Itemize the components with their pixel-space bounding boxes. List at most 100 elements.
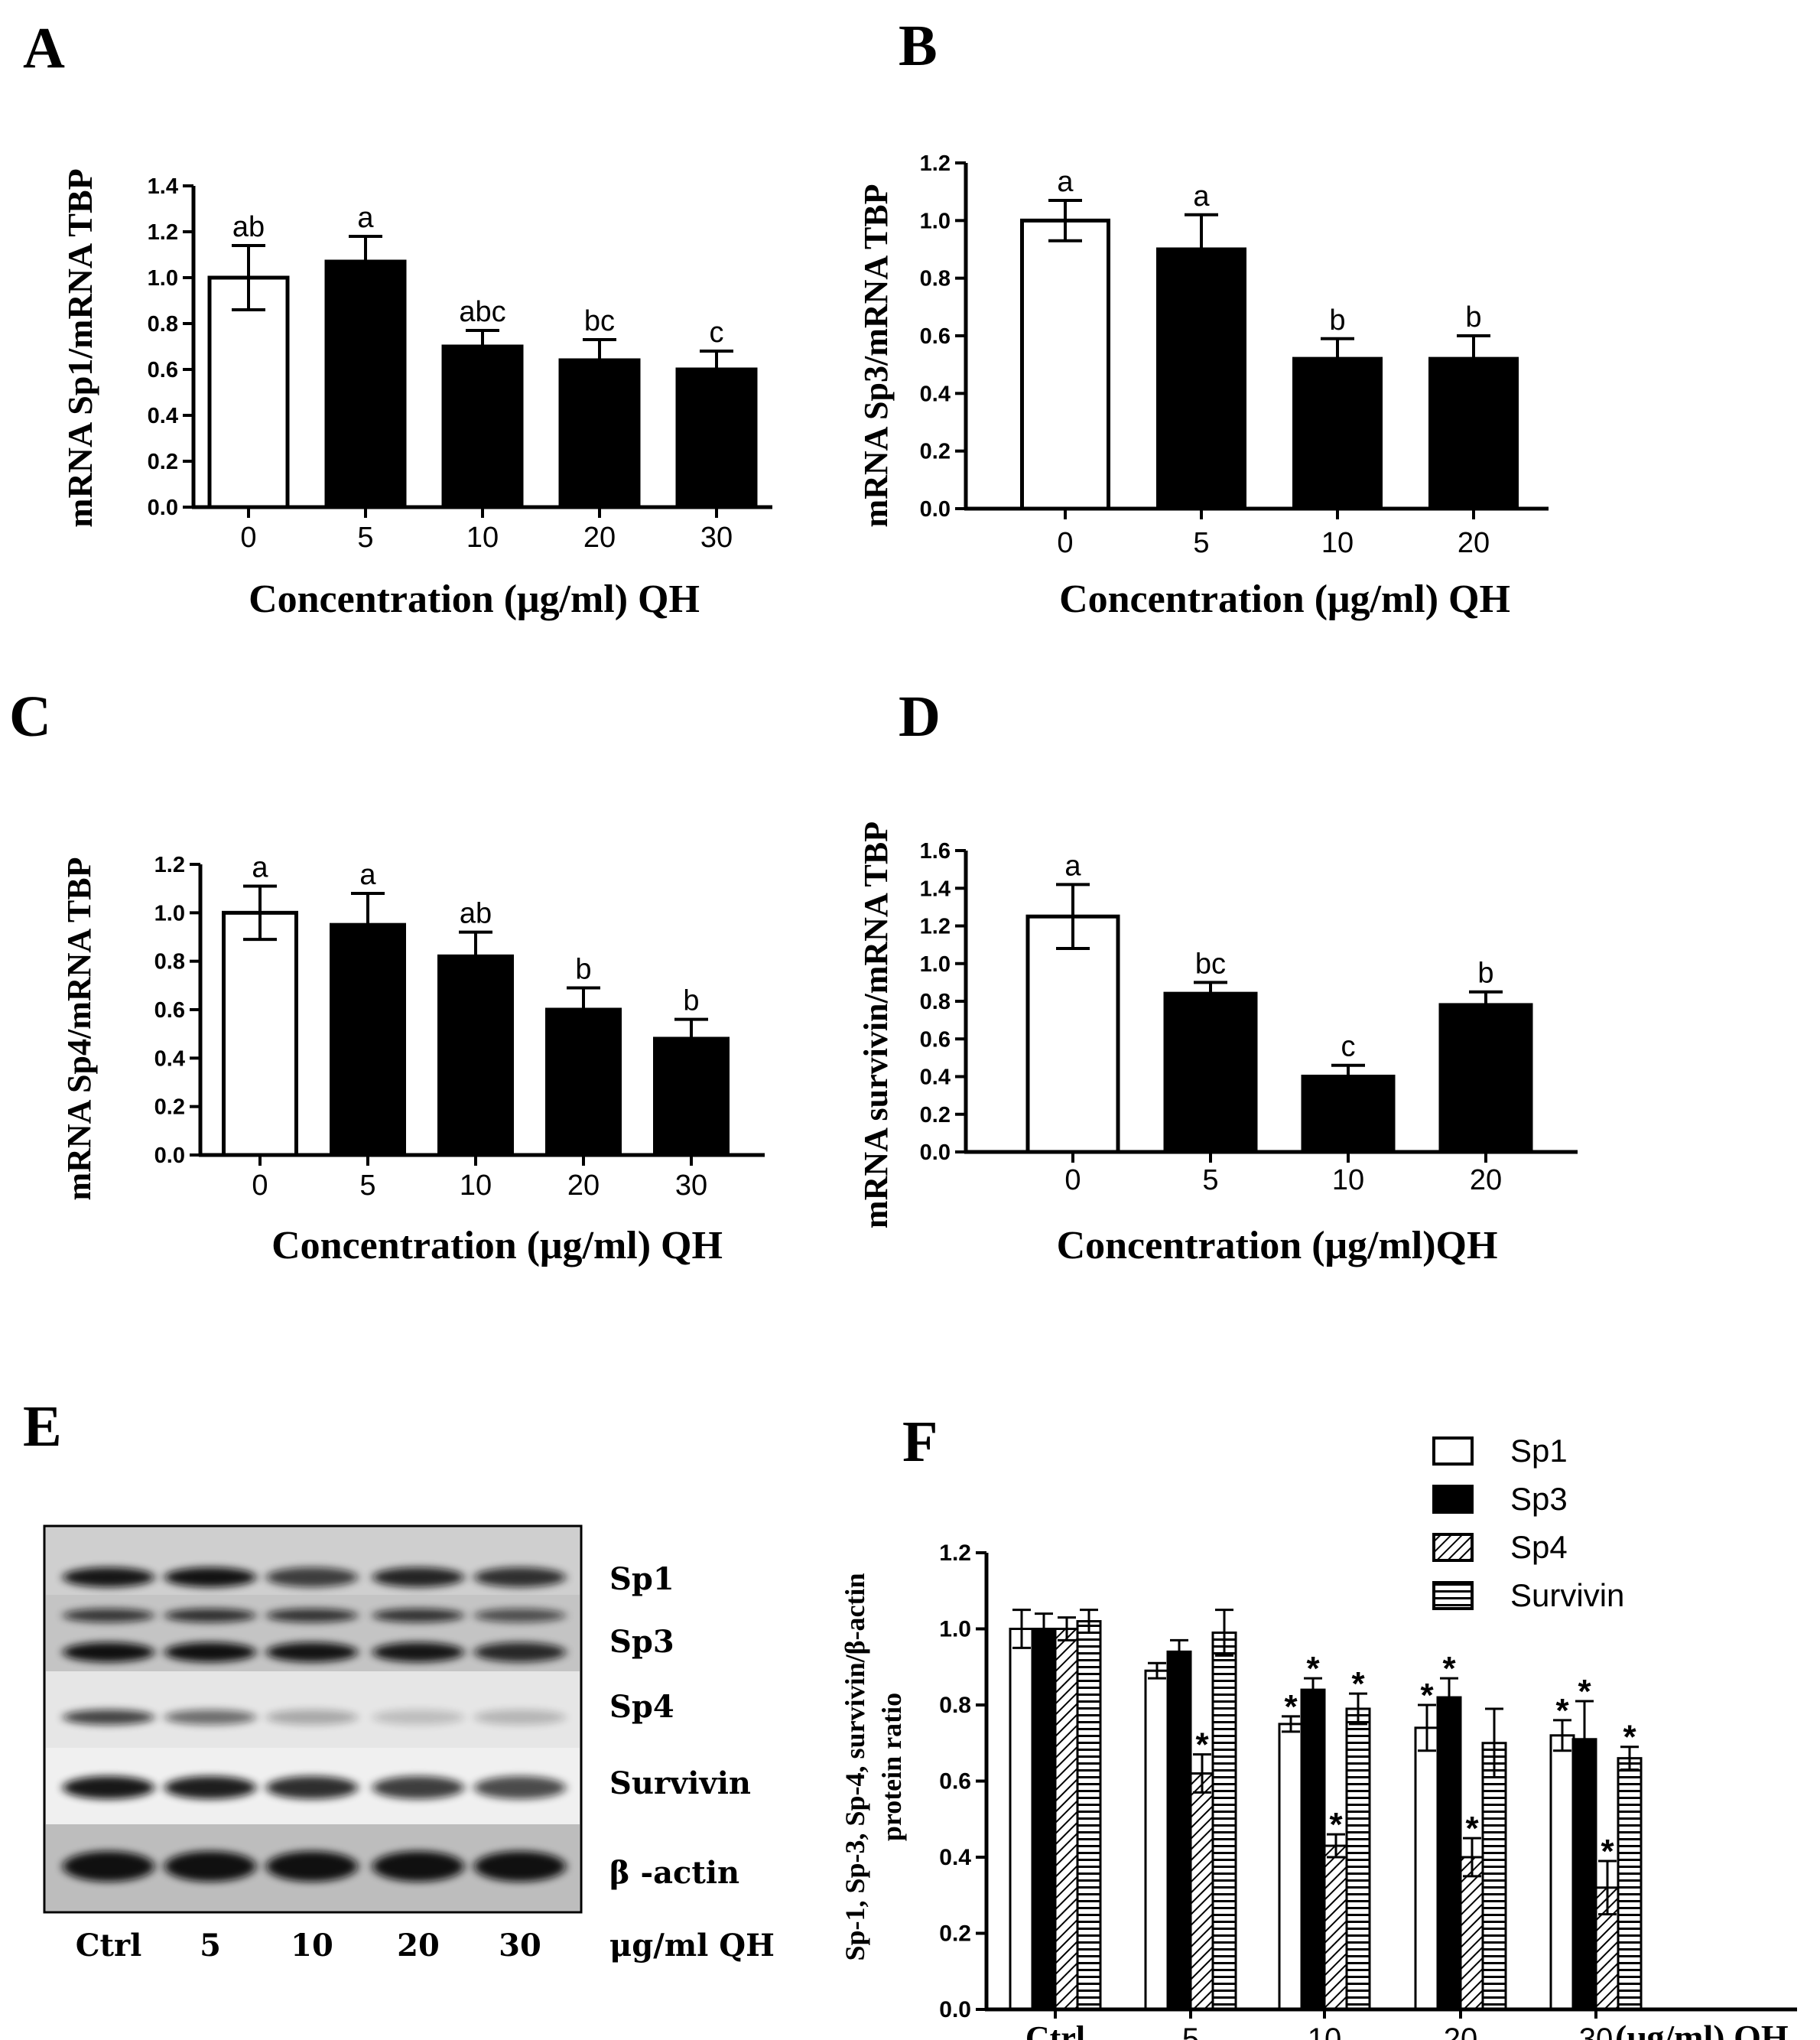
significance-star: * bbox=[1555, 1692, 1569, 1729]
band-sp4-lane-4 bbox=[372, 1710, 464, 1725]
significance-letter-10: abc bbox=[459, 296, 505, 328]
bar-sp3-5 bbox=[1166, 1650, 1192, 2011]
y-tick-label: 0.2 bbox=[939, 1921, 971, 1947]
bar-survivin-5 bbox=[1211, 1631, 1237, 2011]
band-sp1-lane-3 bbox=[266, 1567, 358, 1587]
legend-swatch-sp3 bbox=[1432, 1485, 1474, 1514]
blot-lane-5: 5 bbox=[200, 1928, 221, 1964]
band-sp3-lower-lane-5 bbox=[474, 1642, 566, 1662]
bar-5 bbox=[1156, 247, 1246, 511]
x-tick-label-0: 0 bbox=[1057, 527, 1073, 559]
y-tick-label: 0.6 bbox=[920, 1027, 951, 1052]
bar-0 bbox=[1025, 914, 1120, 1154]
band-survivin-lane-2 bbox=[164, 1776, 256, 1799]
panel-letter-e: E bbox=[23, 1394, 62, 1459]
bar-30 bbox=[653, 1036, 730, 1157]
legend: Sp1 Sp3 Sp4 Survivin bbox=[1432, 1433, 1624, 1613]
significance-letter-5: a bbox=[357, 202, 374, 234]
significance-letter-5: a bbox=[1193, 181, 1210, 213]
x-axis-title: Concentration (μg/ml) QH bbox=[1059, 578, 1510, 621]
blot-lane-30: 30 bbox=[499, 1928, 541, 1964]
y-tick-label: 1.2 bbox=[920, 915, 951, 939]
band-sp3-lower-lane-1 bbox=[63, 1642, 154, 1662]
bar-sp4-5 bbox=[1189, 1772, 1215, 2011]
blot-lane-10: 10 bbox=[291, 1928, 333, 1964]
legend-label-survivin: Survivin bbox=[1510, 1577, 1624, 1613]
significance-star: * bbox=[1578, 1673, 1591, 1710]
significance-letter-30: b bbox=[683, 985, 699, 1017]
bar-sp1-20 bbox=[1414, 1726, 1440, 2011]
legend-swatch-sp1 bbox=[1432, 1436, 1474, 1466]
y-axis-title: mRNA Sp4/mRNA TBP bbox=[60, 857, 98, 1200]
bar-0 bbox=[1020, 218, 1110, 511]
x-axis-unit-label: (μg/ml) QH bbox=[1615, 2018, 1789, 2040]
blot-label-sp3: Sp3 bbox=[609, 1624, 674, 1660]
bar-0 bbox=[207, 275, 290, 509]
bar-survivin-Ctrl bbox=[1076, 1620, 1102, 2011]
y-tick-label: 0.4 bbox=[920, 1066, 951, 1090]
blot-unit-label: μg/ml QH bbox=[609, 1928, 775, 1964]
x-tick-label-10: 10 bbox=[1308, 2022, 1342, 2040]
blot-label-sp4: Sp4 bbox=[609, 1689, 674, 1725]
significance-star: * bbox=[1420, 1677, 1434, 1714]
bar-10 bbox=[1301, 1075, 1396, 1154]
band-survivin-lane-4 bbox=[372, 1776, 464, 1799]
panel-letter-f: F bbox=[902, 1410, 938, 1474]
x-tick-label-Ctrl: Ctrl bbox=[1025, 2019, 1085, 2040]
panel-a-sp1-mrna-chart: ab 0 a 5 abc 10 bc 20 c 30 0.0 0.2 0.4 0.6 0.8 1.0 1.2 1.… bbox=[60, 168, 772, 621]
y-tick-label: 0.6 bbox=[148, 358, 178, 382]
significance-star: * bbox=[1442, 1650, 1456, 1687]
y-tick-label: 0.8 bbox=[154, 950, 185, 974]
legend-label-sp4: Sp4 bbox=[1510, 1529, 1568, 1565]
y-tick-label: 0.2 bbox=[148, 450, 178, 474]
y-tick-label: 1.0 bbox=[148, 266, 178, 291]
blot-label-actin: β -actin bbox=[609, 1855, 739, 1891]
band-sp3-upper-lane-4 bbox=[372, 1609, 464, 1622]
bar-sp1-5 bbox=[1144, 1669, 1170, 2011]
x-axis-title: Concentration (μg/ml)QH bbox=[1057, 1224, 1498, 1267]
x-tick-label-0: 0 bbox=[252, 1170, 268, 1202]
blot-lane-ctrl: Ctrl bbox=[76, 1928, 142, 1964]
blot-label-sp1: Sp1 bbox=[609, 1561, 674, 1597]
y-tick-label: 1.2 bbox=[939, 1541, 971, 1566]
y-tick-label: 0.8 bbox=[920, 267, 951, 291]
band-sp1-lane-1 bbox=[63, 1567, 154, 1587]
y-axis-title-line2: protein ratio bbox=[876, 1693, 907, 1841]
y-tick-label: 1.0 bbox=[154, 901, 185, 926]
band-sp4-lane-3 bbox=[266, 1710, 358, 1725]
y-tick-label: 0.4 bbox=[154, 1046, 185, 1071]
significance-star: * bbox=[1623, 1719, 1636, 1756]
blot-label-survivin: Survivin bbox=[609, 1765, 751, 1801]
y-tick-label: 1.6 bbox=[920, 839, 951, 864]
bar-sp4-20 bbox=[1459, 1856, 1485, 2011]
significance-letter-0: a bbox=[1057, 166, 1074, 198]
y-tick-label: 0.8 bbox=[920, 990, 951, 1014]
bar-survivin-20 bbox=[1481, 1742, 1507, 2011]
y-tick-label: 1.2 bbox=[148, 220, 178, 245]
y-tick-label: 0.0 bbox=[148, 496, 178, 520]
significance-letter-20: b bbox=[1477, 958, 1493, 990]
bar-sp3-10 bbox=[1300, 1688, 1326, 2011]
significance-letter-5: bc bbox=[1195, 948, 1226, 980]
band-survivin-lane-5 bbox=[474, 1776, 566, 1799]
x-tick-label-10: 10 bbox=[1332, 1164, 1364, 1196]
x-axis-title: Concentration (μg/ml) QH bbox=[271, 1224, 723, 1267]
x-tick-label-5: 5 bbox=[1193, 527, 1209, 559]
panel-letter-c: C bbox=[9, 685, 51, 749]
band-sp4-lane-1 bbox=[63, 1710, 154, 1725]
y-tick-label: 1.0 bbox=[920, 209, 951, 233]
y-tick-label: 0.4 bbox=[939, 1845, 971, 1870]
y-tick-label: 0.0 bbox=[939, 1997, 971, 2022]
y-tick-label: 0.0 bbox=[920, 1140, 951, 1165]
band-beta-actin-lane-5 bbox=[474, 1851, 566, 1882]
bar-sp3-30 bbox=[1571, 1738, 1597, 2011]
bar-10 bbox=[441, 344, 524, 509]
bar-20 bbox=[1428, 356, 1519, 511]
bar-10 bbox=[1292, 356, 1383, 511]
bar-5 bbox=[324, 259, 407, 509]
y-tick-label: 0.6 bbox=[939, 1769, 971, 1794]
band-beta-actin-lane-1 bbox=[63, 1851, 154, 1882]
y-axis-title-line1: Sp-1, Sp-3, Sp-4, survivin/β-actin bbox=[840, 1573, 870, 1960]
